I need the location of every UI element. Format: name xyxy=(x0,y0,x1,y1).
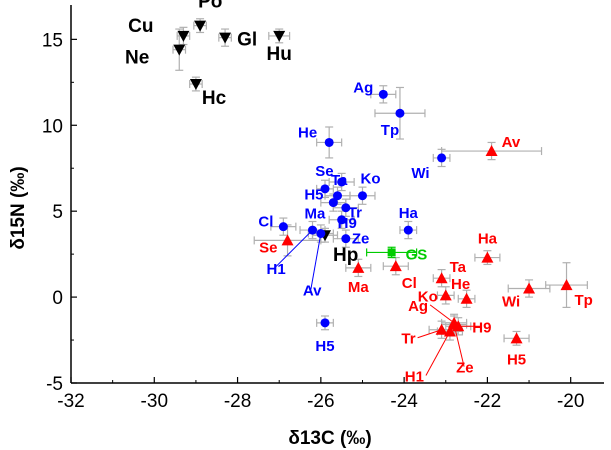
circle-marker xyxy=(404,226,413,235)
leader-line xyxy=(311,234,321,290)
circle-marker xyxy=(395,109,404,118)
circle-marker xyxy=(321,318,330,327)
x-axis-title: δ13C (‰) xyxy=(288,428,371,449)
point-label: Ko xyxy=(360,171,380,188)
y-tick-label: 5 xyxy=(52,202,63,223)
circle-marker xyxy=(279,222,288,231)
point-label: Wi xyxy=(411,165,429,182)
point-label: H9 xyxy=(472,319,491,336)
x-tick-label: -28 xyxy=(224,391,251,412)
point-label: Wi xyxy=(502,294,520,311)
point-label: H9 xyxy=(338,215,357,232)
x-tick-label: -24 xyxy=(390,391,418,412)
y-tick-label: -5 xyxy=(46,374,63,395)
point-label: Hu xyxy=(267,44,292,65)
point-label: H1 xyxy=(267,261,286,278)
point-label: He xyxy=(298,124,317,141)
point-label: H5 xyxy=(315,338,334,355)
circle-marker xyxy=(325,138,334,147)
point-label: Hp xyxy=(333,245,358,266)
point-label: Ze xyxy=(352,231,370,248)
point-label: Cl xyxy=(402,275,417,292)
x-tick-label: -30 xyxy=(141,391,168,412)
point-label: Ta xyxy=(331,172,348,189)
point-label: H5 xyxy=(304,187,323,204)
circle-marker xyxy=(358,191,367,200)
point-labels: Cu Ne Po Gl Hu Hc Hp Ag Tp He Wi Se Ta H5 Ko Ma Tr H9 Cl H1… xyxy=(125,0,593,385)
point-label: Av xyxy=(502,134,521,151)
point-label: Ze xyxy=(456,360,474,377)
y-tick-label: 10 xyxy=(42,116,63,137)
point-label: Tr xyxy=(401,331,415,348)
point-label: Tp xyxy=(381,122,399,139)
point-label: Ag xyxy=(408,298,428,315)
point-label: H5 xyxy=(507,351,526,368)
point-label: Ma xyxy=(348,279,369,296)
y-tick-label: 15 xyxy=(42,30,63,51)
y-axis-title: δ15N (‰) xyxy=(8,166,29,249)
point-label: Ne xyxy=(125,48,149,69)
point-label: Cl xyxy=(258,214,273,231)
point-label: GS xyxy=(406,246,428,263)
point-label: Po xyxy=(198,0,222,13)
x-tick-label: -26 xyxy=(307,391,334,412)
y-tick-label: 0 xyxy=(52,288,63,309)
circle-marker xyxy=(329,198,338,207)
point-label: Hc xyxy=(202,88,227,109)
point-label: Ta xyxy=(450,259,467,276)
point-label: Gl xyxy=(237,30,257,51)
circle-marker xyxy=(437,153,446,162)
point-label: Ma xyxy=(304,206,325,223)
x-tick-label: -20 xyxy=(557,391,584,412)
point-label: He xyxy=(451,276,470,293)
square-marker xyxy=(388,248,396,256)
circle-marker xyxy=(341,234,350,243)
point-label: Ha xyxy=(478,231,498,248)
point-label: Tp xyxy=(575,292,593,309)
point-label: Ha xyxy=(399,205,419,222)
point-label: Av xyxy=(303,283,322,300)
point-label: Cu xyxy=(128,16,153,37)
point-label: Ag xyxy=(353,79,373,96)
x-tick-label: -22 xyxy=(474,391,501,412)
circle-marker xyxy=(379,90,388,99)
point-label: Se xyxy=(259,239,277,256)
